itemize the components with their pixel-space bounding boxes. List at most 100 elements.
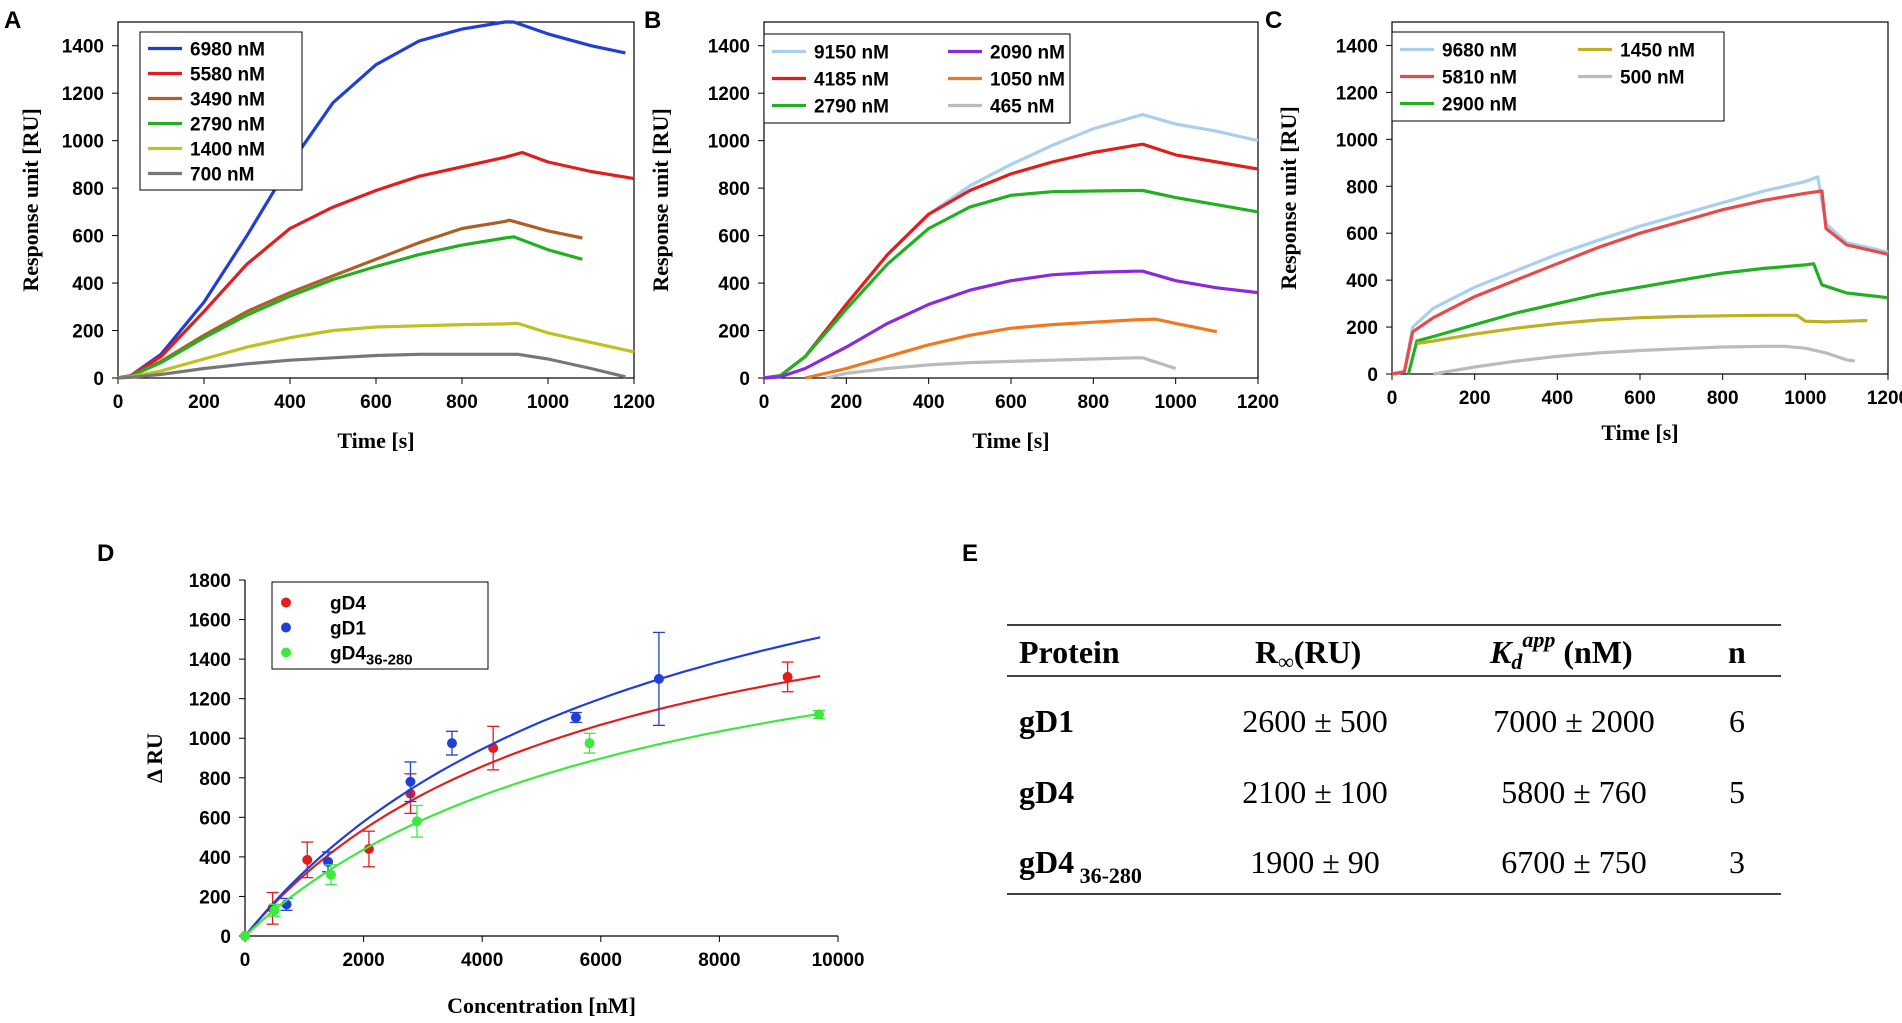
- y-tick-label: 800: [1346, 177, 1378, 198]
- table-cell-rinf: 2600 ± 500: [1242, 703, 1388, 739]
- y-tick-label: 1000: [708, 132, 750, 153]
- series-line-2790-nM: [117, 235, 583, 380]
- x-tick-label: 0: [240, 950, 251, 971]
- x-tick-label: 0: [1387, 388, 1398, 409]
- x-tick-label: 8000: [698, 950, 740, 971]
- legend-label: 1450 nM: [1620, 41, 1695, 62]
- y-tick-label: 1200: [1336, 83, 1378, 104]
- legend-box: [271, 581, 489, 670]
- x-tick-label: 1000: [1784, 388, 1826, 409]
- x-tick-label: 800: [1077, 392, 1109, 413]
- y-tick-label: 400: [72, 274, 104, 295]
- table-cell-kd: 5800 ± 760: [1501, 774, 1647, 810]
- fit-curve: [244, 636, 821, 937]
- table-cell-protein: gD4: [1019, 774, 1074, 810]
- x-tick-label: 4000: [461, 950, 503, 971]
- x-tick-label: 400: [274, 392, 306, 413]
- x-axis-title: Time [s]: [337, 428, 414, 453]
- x-tick-label: 1200: [613, 392, 655, 413]
- chart-c: 0 200 400 600 800 1000 1200 0 200 400 600 800 1000 12…: [1276, 21, 1902, 445]
- header-n: n: [1728, 634, 1746, 670]
- legend-label: 9150 nM: [814, 43, 889, 64]
- legend-label: gD436-280: [330, 644, 413, 669]
- y-tick-label: 1200: [708, 84, 750, 105]
- y-tick-label: 600: [199, 808, 231, 829]
- legend-label: 5810 nM: [1442, 68, 1517, 89]
- y-tick-label: 1400: [62, 37, 104, 58]
- legend-label: 5580 nM: [190, 65, 265, 86]
- y-tick-label: 800: [199, 769, 231, 790]
- x-tick-label: 800: [446, 392, 478, 413]
- y-tick-label: 1000: [1336, 130, 1378, 151]
- legend-label: 1050 nM: [990, 70, 1065, 91]
- legend-label: 6980 nM: [190, 40, 265, 61]
- x-axis-title: Time [s]: [972, 428, 1049, 453]
- y-tick-label: 1400: [1336, 36, 1378, 57]
- x-tick-label: 1000: [527, 392, 569, 413]
- table-cell-n: 5: [1729, 774, 1745, 810]
- series-line-9150-nM: [763, 112, 1259, 380]
- table-cell-kd: 7000 ± 2000: [1493, 703, 1655, 739]
- series-line-465-nM: [825, 356, 1177, 380]
- series-line-9680-nM: [1391, 175, 1889, 376]
- header-kd: Kdapp (nM): [1489, 627, 1633, 674]
- x-tick-label: 10000: [812, 950, 865, 971]
- table-cell-rinf: 1900 ± 90: [1250, 844, 1380, 880]
- y-axis-title: Response unit [RU]: [648, 108, 673, 291]
- x-axis-title: Time [s]: [1601, 420, 1678, 445]
- series-line-5580-nM: [117, 150, 635, 380]
- y-tick-label: 200: [1346, 318, 1378, 339]
- table-cell-rinf: 2100 ± 100: [1242, 774, 1388, 810]
- data-point: [782, 671, 793, 682]
- chart-b: 0 200 400 600 800 1000 1200 0 200 400 600 800 1000 12…: [648, 21, 1279, 453]
- data-point: [570, 712, 581, 723]
- y-tick-label: 0: [739, 369, 750, 390]
- legend-label: 3490 nM: [190, 90, 265, 111]
- x-tick-label: 1200: [1237, 392, 1279, 413]
- y-tick-label: 800: [718, 179, 750, 200]
- panel-letter-d: D: [97, 540, 114, 567]
- x-tick-label: 1200: [1867, 388, 1902, 409]
- y-tick-label: 600: [718, 227, 750, 248]
- data-point: [269, 905, 280, 916]
- y-tick-label: 1600: [189, 611, 231, 632]
- series-line-4185-nM: [763, 142, 1259, 380]
- y-tick-label: 1200: [189, 690, 231, 711]
- x-tick-label: 2000: [342, 950, 384, 971]
- series-line-2900-nM: [1406, 262, 1889, 375]
- series-line-5810-nM: [1391, 189, 1889, 376]
- y-tick-label: 1000: [189, 729, 231, 750]
- y-tick-label: 0: [93, 369, 104, 390]
- x-tick-label: 800: [1707, 388, 1739, 409]
- y-tick-label: 800: [72, 179, 104, 200]
- legend-marker: [281, 647, 291, 658]
- legend-label: 2090 nM: [990, 43, 1065, 64]
- x-tick-label: 200: [830, 392, 862, 413]
- series-line-700-nM: [117, 352, 626, 380]
- x-tick-label: 0: [759, 392, 770, 413]
- x-tick-label: 200: [1459, 388, 1491, 409]
- y-tick-label: 1000: [62, 132, 104, 153]
- panel-letter-c: C: [1265, 7, 1282, 34]
- legend-box: [763, 33, 1071, 124]
- legend-box: [1391, 31, 1725, 122]
- y-tick-label: 1400: [708, 37, 750, 58]
- series-line-500-nM: [1433, 344, 1856, 376]
- legend-label: 9680 nM: [1442, 41, 1517, 62]
- table-cell-protein: gD1: [1019, 703, 1074, 739]
- header-rinf: R∞(RU): [1255, 634, 1361, 674]
- y-tick-label: 600: [1346, 224, 1378, 245]
- x-tick-label: 400: [913, 392, 945, 413]
- series-line-1400-nM: [117, 321, 635, 380]
- fit-curve: [244, 675, 821, 937]
- data-point: [405, 776, 416, 787]
- legend-marker: [281, 622, 291, 633]
- series-line-1450-nM: [1416, 313, 1868, 346]
- y-tick-label: 1400: [189, 650, 231, 671]
- legend-label: 500 nM: [1620, 68, 1684, 89]
- legend-label: 1400 nM: [190, 140, 265, 161]
- legend-box: [139, 31, 303, 191]
- y-axis-title: Response unit [RU]: [1276, 106, 1301, 289]
- chart-d: 0 2000 4000 6000 8000 10000 0 200 400 600 800 1000 1…: [142, 571, 864, 1018]
